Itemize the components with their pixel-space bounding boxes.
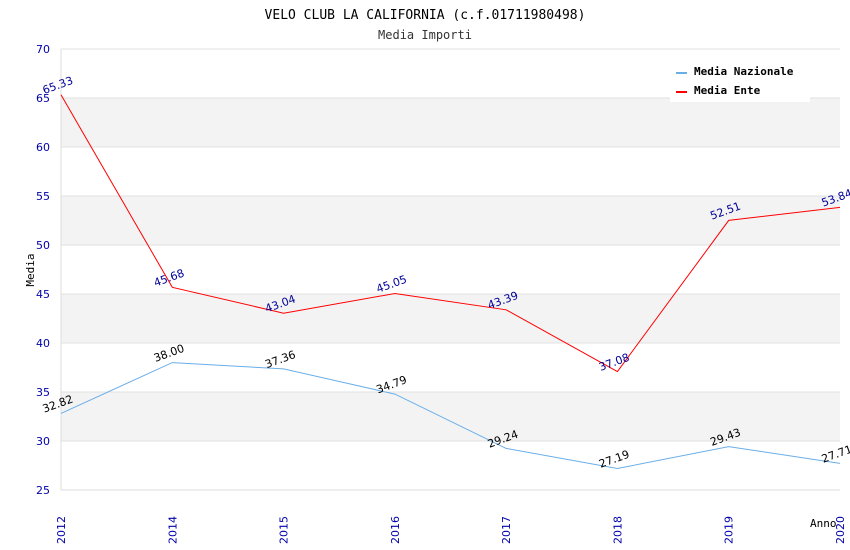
legend-label-media-nazionale: Media Nazionale [694,65,794,78]
y-tick-label: 25 [36,484,50,497]
y-tick-labels: 25 30 35 40 45 50 55 60 65 70 [36,43,50,497]
y-tick-label: 45 [36,288,50,301]
x-tick-label: 2012 [55,516,68,544]
background-band [61,441,840,490]
y-tick-label: 40 [36,337,50,350]
background-band [61,245,840,294]
background-band [61,343,840,392]
x-tick-label: 2016 [389,516,402,544]
legend-box [670,58,810,102]
legend-label-media-ente: Media Ente [694,84,761,97]
background-bands [61,49,840,490]
background-band [61,147,840,196]
x-tick-label: 2019 [723,516,736,544]
y-tick-label: 55 [36,190,50,203]
x-tick-label: 2015 [278,516,291,544]
y-tick-label: 60 [36,141,50,154]
background-band [61,294,840,343]
y-tick-label: 30 [36,435,50,448]
background-band [61,392,840,441]
x-axis-label: Anno [810,517,837,530]
chart-subtitle: Media Importi [378,28,472,42]
legend: Media Nazionale Media Ente [670,58,810,102]
y-tick-label: 70 [36,43,50,56]
background-band [61,196,840,245]
x-tick-label: 2017 [500,516,513,544]
chart-title: VELO CLUB LA CALIFORNIA (c.f.01711980498… [265,8,586,23]
series-line-media-nazionale [60,362,841,470]
x-tick-label: 2020 [834,516,847,544]
series-line-media-ente [60,94,841,373]
y-axis-label: Media [24,253,37,286]
y-tick-label: 50 [36,239,50,252]
x-tick-labels: 2012 2014 2015 2016 2017 2018 2019 2020 [55,516,847,544]
gridlines [61,48,840,491]
series-lines [60,94,841,470]
x-tick-label: 2018 [611,516,624,544]
y-tick-label: 65 [36,92,50,105]
x-tick-label: 2014 [166,516,179,544]
y-tick-label: 35 [36,386,50,399]
background-band [61,98,840,147]
